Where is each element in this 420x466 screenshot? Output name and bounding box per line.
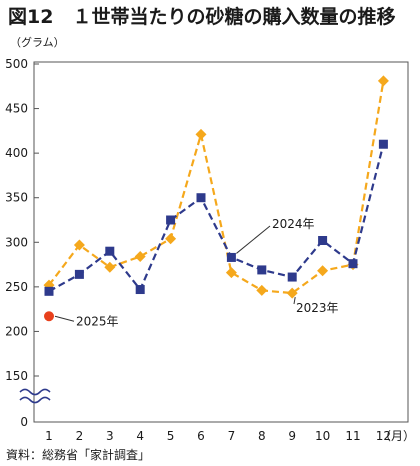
x-tick-label: 4 bbox=[136, 429, 144, 443]
x-tick-label: 1 bbox=[45, 429, 53, 443]
data-point-2024 bbox=[44, 286, 54, 296]
data-point-2024 bbox=[287, 272, 297, 282]
y-tick-label: 350 bbox=[5, 191, 28, 205]
x-tick-label: 5 bbox=[167, 429, 175, 443]
x-tick-label: 6 bbox=[197, 429, 205, 443]
y-axis-unit: （グラム） bbox=[10, 36, 65, 49]
annotation-leader bbox=[293, 297, 296, 305]
y-tick-label: 200 bbox=[5, 324, 28, 338]
data-point-2023 bbox=[256, 284, 268, 296]
x-tick-label: 10 bbox=[315, 429, 330, 443]
y-tick-label: 250 bbox=[5, 280, 28, 294]
data-point-2024 bbox=[378, 139, 388, 149]
x-tick-label: 3 bbox=[106, 429, 114, 443]
data-point-2024 bbox=[74, 269, 84, 279]
y-tick-label: 500 bbox=[5, 57, 28, 71]
data-point-2023 bbox=[286, 287, 298, 299]
x-tick-label: 11 bbox=[345, 429, 360, 443]
x-tick-label: 9 bbox=[288, 429, 296, 443]
y-tick-label: 400 bbox=[5, 146, 28, 160]
data-point-2023 bbox=[317, 265, 329, 277]
data-point-2023 bbox=[165, 233, 177, 245]
data-point-2024 bbox=[196, 193, 206, 203]
data-point-2024 bbox=[348, 259, 358, 269]
axis-break-mark bbox=[19, 388, 51, 396]
x-tick-label: 7 bbox=[228, 429, 236, 443]
annotation-leader bbox=[236, 225, 271, 254]
data-point-2024 bbox=[135, 285, 145, 295]
source-note: 資料：総務省「家計調査」 bbox=[6, 448, 151, 462]
x-tick-label: 12 bbox=[376, 429, 391, 443]
series-line-2024 bbox=[48, 143, 385, 293]
plot-area bbox=[33, 61, 409, 423]
data-point-2025 bbox=[44, 311, 54, 322]
data-point-2023 bbox=[377, 75, 389, 87]
series-label-2025: 2025年 bbox=[76, 314, 119, 328]
y-tick-label: 0 bbox=[20, 415, 28, 429]
chart-title: 図12 １世帯当たりの砂糖の購入数量の推移 bbox=[8, 6, 396, 28]
data-point-2023 bbox=[225, 267, 237, 279]
y-tick-label: 300 bbox=[5, 235, 28, 249]
y-tick-label: 450 bbox=[5, 102, 28, 116]
data-point-2023 bbox=[104, 261, 116, 273]
axis-break-mark bbox=[19, 396, 51, 404]
y-tick-label: 150 bbox=[5, 369, 28, 383]
data-point-2023 bbox=[195, 128, 207, 140]
data-point-2023 bbox=[134, 251, 146, 263]
data-point-2024 bbox=[226, 252, 236, 262]
data-point-2024 bbox=[257, 265, 267, 275]
data-point-2023 bbox=[73, 239, 85, 251]
annotation-leader bbox=[54, 315, 75, 322]
x-tick-label: 8 bbox=[258, 429, 266, 443]
data-point-2024 bbox=[166, 215, 176, 225]
x-axis-unit: （月） bbox=[379, 429, 415, 443]
series-label-2024: 2024年 bbox=[272, 217, 315, 231]
data-point-2024 bbox=[318, 236, 328, 246]
series-line-2023 bbox=[48, 80, 385, 295]
x-tick-label: 2 bbox=[76, 429, 84, 443]
data-point-2024 bbox=[105, 246, 115, 256]
series-label-2023: 2023年 bbox=[296, 301, 339, 315]
